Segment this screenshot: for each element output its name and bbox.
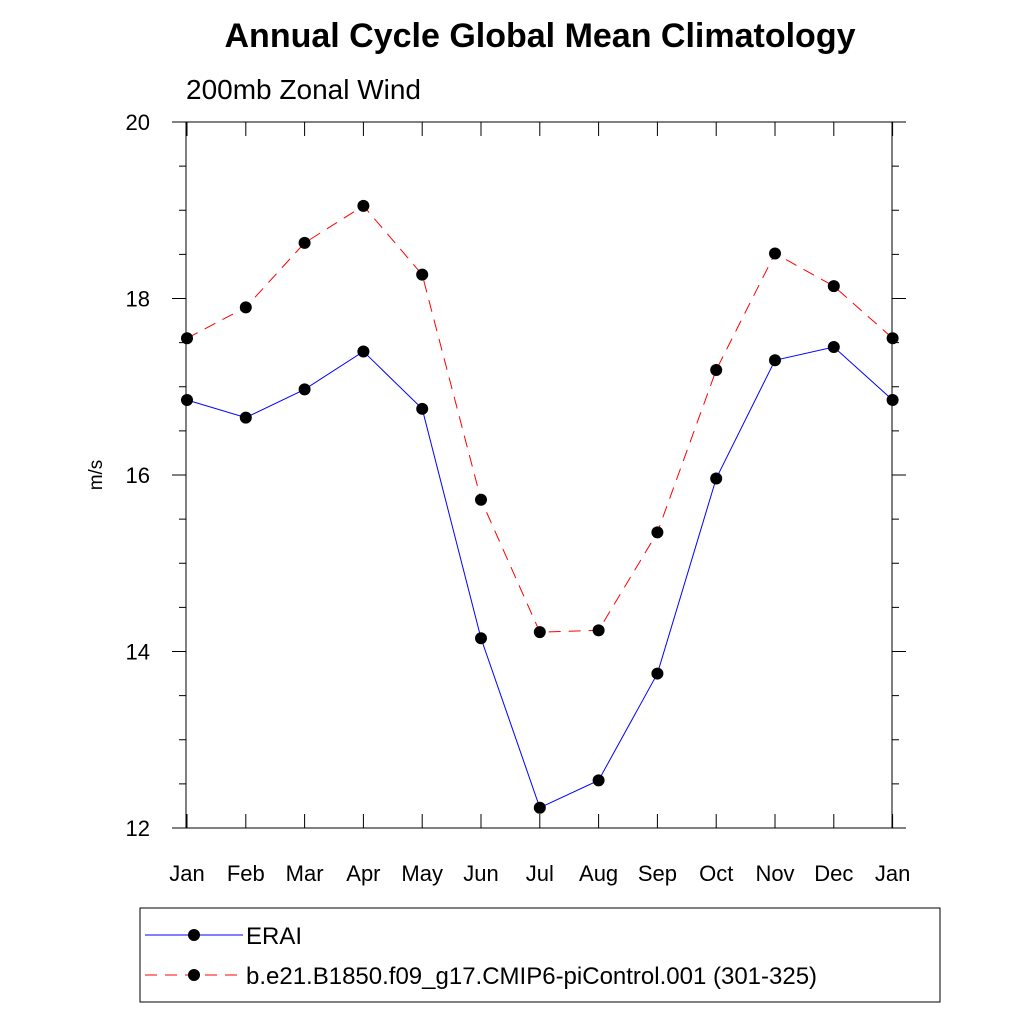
legend-item-erai: ERAI [145,923,302,950]
data-point [886,332,899,345]
series-layer [181,199,899,814]
data-point [886,393,899,406]
data-point [651,667,664,680]
legend-item-model: b.e21.B1850.f09_g17.CMIP6-piControl.001 … [145,963,817,990]
data-point [416,402,429,415]
y-tick-label: 14 [126,640,150,665]
x-tick-label: Jul [526,861,554,886]
x-tick-label: Apr [346,861,380,886]
data-point [181,332,193,345]
data-point [651,526,664,539]
x-tick-label: Jan [169,861,204,886]
x-tick-label: Aug [579,861,618,886]
x-tick-label: May [401,861,443,886]
legend-marker-erai [188,929,200,941]
chart-title: Annual Cycle Global Mean Climatology [225,17,856,55]
x-tick-label: Mar [286,861,324,886]
data-point [710,363,723,376]
data-point [769,247,781,260]
data-point [357,345,370,358]
chart-subtitle: 200mb Zonal Wind [186,74,421,105]
data-point [181,393,193,406]
data-point [298,236,311,249]
y-tick-label: 16 [126,463,150,488]
series-0 [181,341,899,814]
data-point [533,626,546,639]
data-point [769,354,781,367]
y-axis-label: m/s [86,460,107,491]
legend-marker-model [188,969,200,981]
y-tick-label: 12 [126,816,150,841]
data-point [239,411,252,424]
x-tick-label: Jan [875,861,910,886]
x-tick-label: Jun [463,861,498,886]
x-tick-label: Dec [814,861,853,886]
legend-box [139,907,941,1003]
data-point [827,341,840,354]
x-tick-label: Sep [638,861,677,886]
data-point [357,199,370,212]
series-line [186,205,893,633]
legend-label-model: b.e21.B1850.f09_g17.CMIP6-piControl.001 … [246,963,817,990]
data-point [475,632,487,645]
data-point [239,301,252,314]
legend-label-erai: ERAI [246,923,302,950]
data-point [592,774,605,787]
y-tick-label: 18 [126,287,150,312]
x-tick-label: Nov [755,861,794,886]
series-1 [181,199,899,639]
x-tick-label: Oct [699,861,733,886]
axes: 12 14 16 18 20 Jan Feb Mar Apr May Jun Jul Aug Sep Oct… [126,110,911,886]
x-tick-label: Feb [227,861,265,886]
plot-frame [185,121,893,829]
data-point [533,801,546,814]
data-point [710,472,723,485]
data-point [416,268,429,281]
data-point [475,493,487,506]
data-point [827,280,840,293]
legend: ERAI b.e21.B1850.f09_g17.CMIP6-piControl… [139,907,941,1003]
y-tick-label: 20 [126,110,150,135]
series-line [186,346,893,809]
data-point [592,624,605,637]
data-point [298,383,311,396]
